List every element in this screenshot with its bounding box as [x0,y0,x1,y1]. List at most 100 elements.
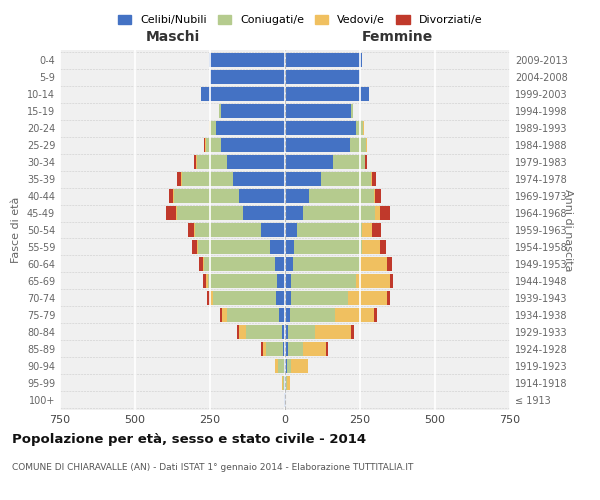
Bar [209,53,285,68]
Bar [355,274,390,288]
Bar [277,358,284,373]
Bar [285,104,351,118]
Bar [176,206,177,220]
Bar [284,392,285,407]
Y-axis label: Anni di nascita: Anni di nascita [563,188,573,271]
Bar [285,392,286,407]
Bar [372,172,376,186]
Bar [166,206,176,220]
Bar [275,358,277,373]
Bar [351,324,354,339]
Bar [291,358,308,373]
Bar [284,358,285,373]
Bar [283,342,285,356]
Bar [246,324,282,339]
Bar [210,70,285,84]
Bar [216,121,285,136]
Bar [207,290,210,305]
Bar [239,189,285,204]
Bar [221,104,285,118]
Bar [285,87,369,102]
Bar [290,308,335,322]
Bar [279,308,285,322]
Bar [285,274,291,288]
Bar [263,342,266,356]
Bar [373,308,377,322]
Bar [315,324,351,339]
Bar [205,138,221,152]
Bar [285,206,303,220]
Bar [380,206,390,220]
Bar [261,342,263,356]
Bar [309,189,373,204]
Bar [360,256,387,271]
Bar [243,206,285,220]
Bar [285,70,360,84]
Bar [197,240,198,254]
Bar [221,138,285,152]
Bar [220,308,222,322]
Bar [195,223,261,237]
Bar [283,376,284,390]
Bar [203,274,206,288]
Bar [197,155,227,170]
Bar [372,223,381,237]
Bar [261,223,285,237]
Text: COMUNE DI CHIARAVALLE (AN) - Dati ISTAT 1° gennaio 2014 - Elaborazione TUTTITALI: COMUNE DI CHIARAVALLE (AN) - Dati ISTAT … [12,462,413,471]
Bar [387,290,390,305]
Bar [237,324,239,339]
Text: Popolazione per età, sesso e stato civile - 2014: Popolazione per età, sesso e stato civil… [12,432,366,446]
Bar [291,290,348,305]
Bar [285,53,361,68]
Bar [325,342,328,356]
Bar [285,138,349,152]
Bar [219,104,221,118]
Bar [380,240,386,254]
Bar [196,155,197,170]
Legend: Celibi/Nubili, Coniugati/e, Vedovi/e, Divorziati/e: Celibi/Nubili, Coniugati/e, Vedovi/e, Di… [113,10,487,30]
Bar [286,376,287,390]
Bar [297,223,361,237]
Bar [282,324,285,339]
Bar [203,256,204,271]
Bar [177,206,243,220]
Bar [361,240,380,254]
Bar [276,290,285,305]
Bar [335,308,373,322]
Bar [287,376,290,390]
Bar [285,189,309,204]
Bar [173,189,174,204]
Bar [387,256,392,271]
Bar [201,87,285,102]
Bar [285,155,333,170]
Bar [361,223,372,237]
Bar [285,223,297,237]
Bar [282,376,283,390]
Bar [288,324,315,339]
Bar [321,172,371,186]
Bar [287,358,291,373]
Bar [291,274,355,288]
Bar [233,172,285,186]
Text: Femmine: Femmine [362,30,433,44]
Y-axis label: Fasce di età: Fasce di età [11,197,21,263]
Bar [351,104,353,118]
Bar [193,155,196,170]
Bar [285,172,321,186]
Bar [349,138,366,152]
Bar [239,324,246,339]
Bar [285,240,294,254]
Bar [182,172,233,186]
Bar [285,376,286,390]
Bar [355,121,363,136]
Bar [209,121,210,136]
Text: Maschi: Maschi [145,30,200,44]
Bar [277,274,285,288]
Bar [373,189,375,204]
Bar [204,256,275,271]
Bar [285,324,288,339]
Bar [284,376,285,390]
Bar [222,308,227,322]
Bar [375,189,381,204]
Bar [293,256,360,271]
